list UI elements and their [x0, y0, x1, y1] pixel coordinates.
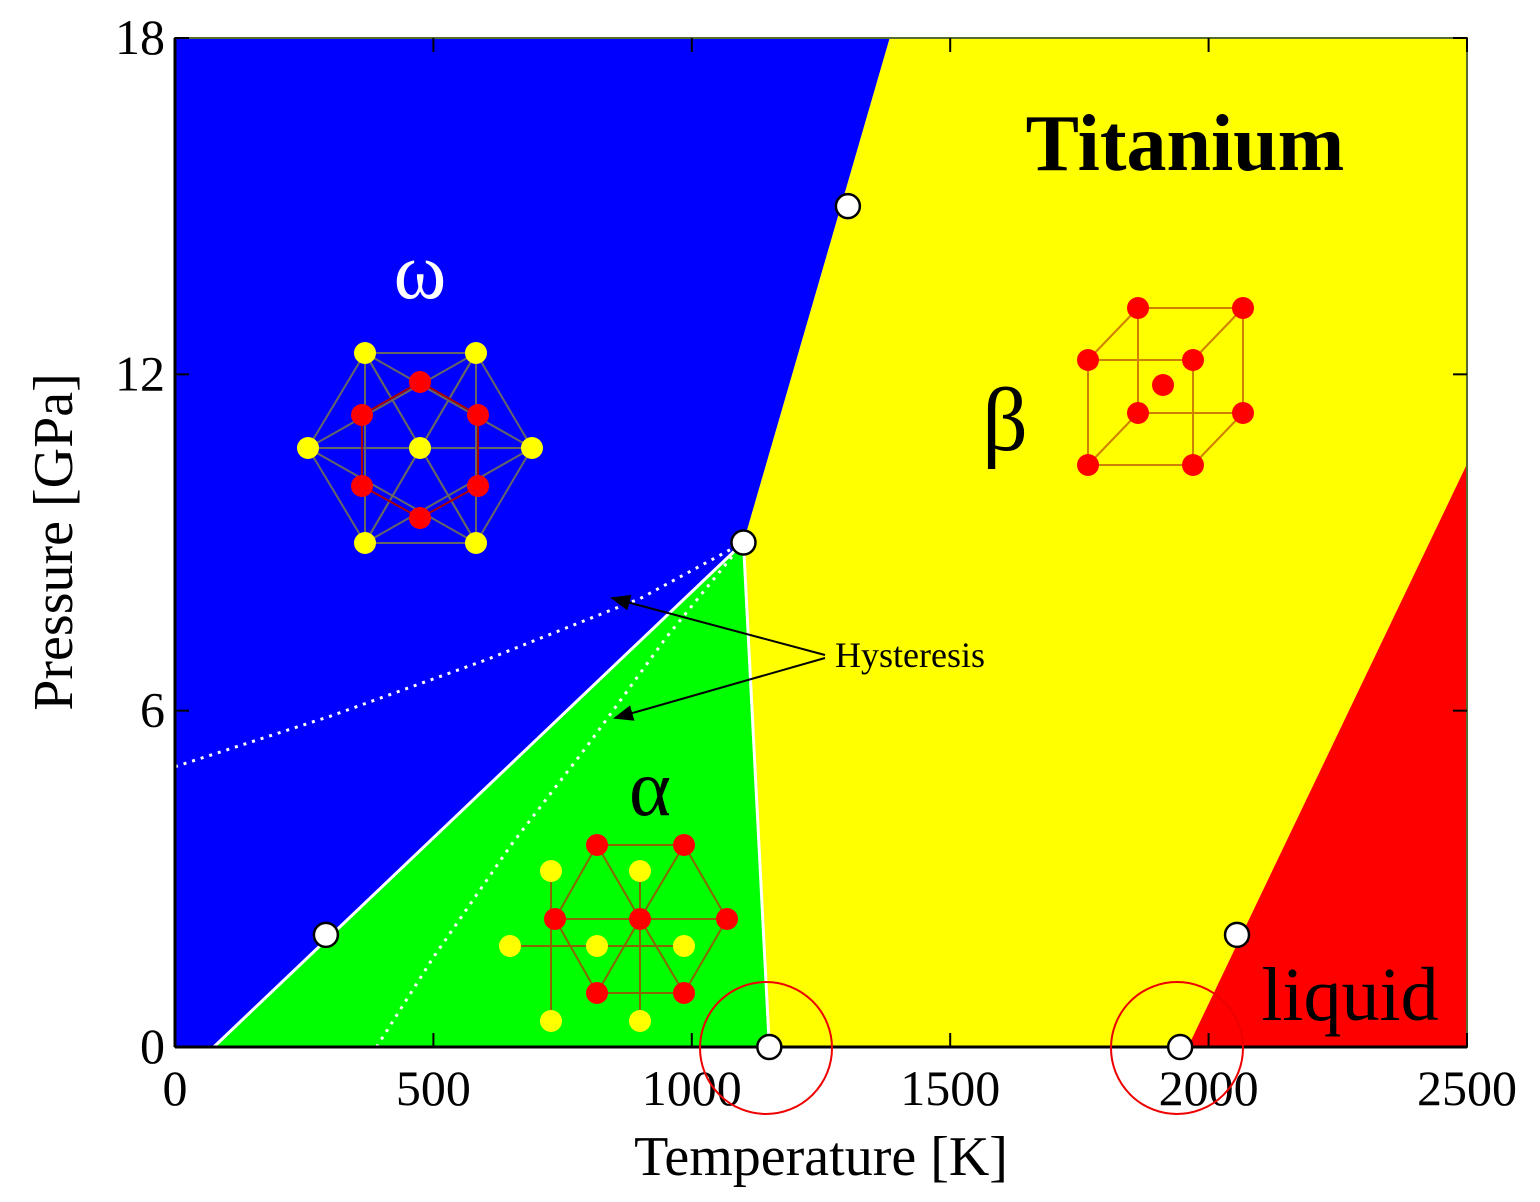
transition-point [836, 194, 860, 218]
annotation: Hysteresis [835, 635, 985, 675]
transition-point [1225, 923, 1249, 947]
x-tick-label: 1000 [642, 1060, 742, 1116]
atom [1182, 454, 1204, 476]
atom [540, 1010, 562, 1032]
atom [586, 935, 608, 957]
y-axis-title: Pressure [GPa] [23, 373, 85, 710]
atom [467, 475, 489, 497]
chart: ω α β liquid Hysteresis Titanium Temperature… [0, 0, 1540, 1197]
atom [521, 437, 543, 459]
x-tick-label: 500 [396, 1060, 471, 1116]
phase-label: α [629, 745, 671, 833]
atom [716, 908, 738, 930]
atom [297, 437, 319, 459]
atom [1127, 297, 1149, 319]
y-tick-label: 18 [115, 9, 165, 65]
atom [409, 371, 431, 393]
atom [351, 475, 373, 497]
atom [673, 982, 695, 1004]
atom [354, 532, 376, 554]
atom [586, 834, 608, 856]
atom [351, 404, 373, 426]
atom [1077, 454, 1099, 476]
phase-label: ω [394, 228, 447, 316]
atom [409, 507, 431, 529]
atom [1127, 402, 1149, 424]
atom [467, 404, 489, 426]
atom [1232, 297, 1254, 319]
x-tick-label: 1500 [900, 1060, 1000, 1116]
chart-title: Titanium [1026, 100, 1345, 188]
atom [673, 935, 695, 957]
transition-point [757, 1035, 781, 1059]
y-tick-label: 12 [115, 345, 165, 401]
phase-label: liquid [1261, 953, 1438, 1037]
atom [629, 908, 651, 930]
atom [354, 342, 376, 364]
transition-point [1168, 1035, 1192, 1059]
phase-label: β [982, 371, 1028, 470]
transition-point [314, 923, 338, 947]
atom [1077, 349, 1099, 371]
atom [540, 860, 562, 882]
atom [629, 1010, 651, 1032]
atom [499, 935, 521, 957]
x-tick-label: 2000 [1159, 1060, 1259, 1116]
transition-point [731, 531, 755, 555]
y-tick-label: 6 [140, 682, 165, 738]
atom [465, 342, 487, 364]
x-tick-label: 0 [163, 1060, 188, 1116]
atom [409, 437, 431, 459]
y-tick-label: 0 [140, 1018, 165, 1074]
atom [586, 982, 608, 1004]
atom [1182, 349, 1204, 371]
x-axis-title: Temperature [K] [634, 1126, 1008, 1188]
atom [1152, 374, 1174, 396]
atom [465, 532, 487, 554]
atom [629, 860, 651, 882]
atom [1232, 402, 1254, 424]
atom [673, 834, 695, 856]
atom [544, 908, 566, 930]
x-tick-label: 2500 [1417, 1060, 1517, 1116]
